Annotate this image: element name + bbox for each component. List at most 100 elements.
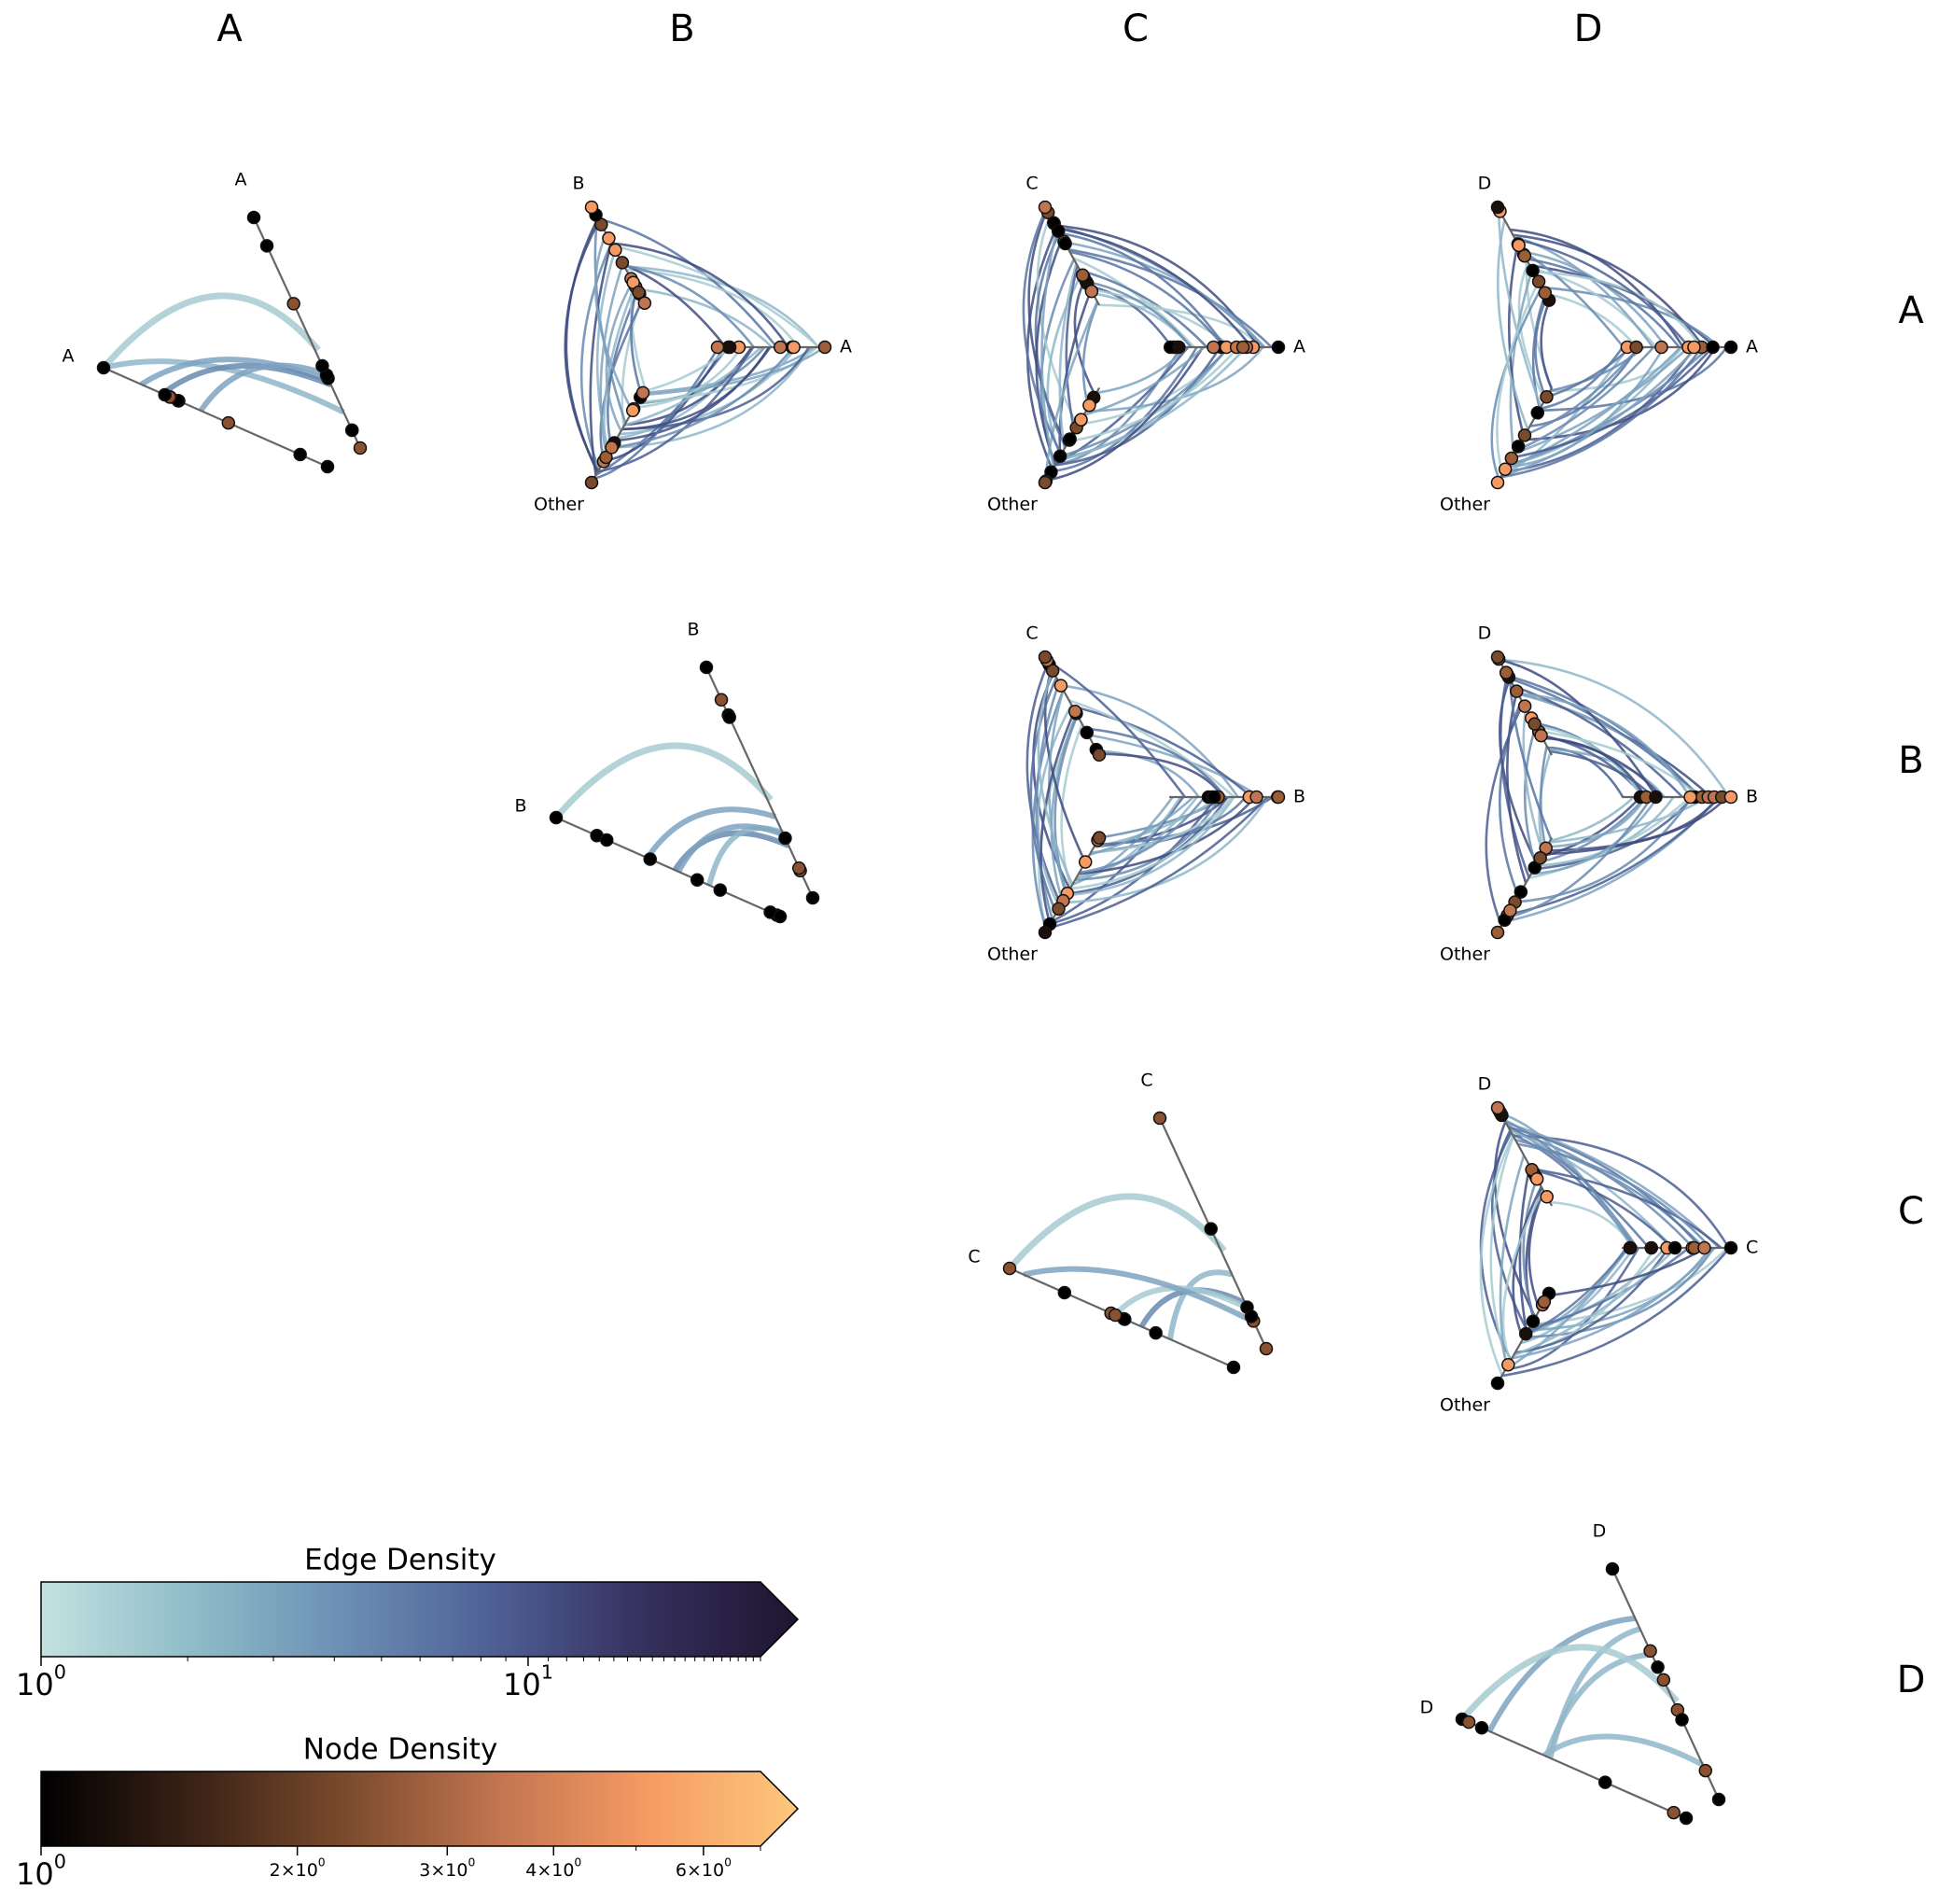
colorbar-tick-label: 100 — [16, 1851, 66, 1892]
edge-curve — [619, 346, 798, 436]
edge-curve — [1547, 1246, 1707, 1297]
node-marker — [1226, 1360, 1241, 1375]
node-marker — [1540, 390, 1554, 404]
edge-curve — [1034, 232, 1067, 448]
axis-label: A — [235, 170, 247, 190]
node-marker — [599, 450, 613, 465]
node-marker — [1538, 286, 1553, 301]
edge-curve — [1088, 285, 1173, 348]
panel-three-axis: D C Other — [1440, 1074, 1758, 1416]
edge-curve — [1505, 346, 1681, 470]
node-marker — [1067, 704, 1082, 719]
node-marker — [608, 243, 622, 258]
edge-curve — [1508, 1126, 1703, 1249]
edge-curve — [605, 280, 635, 432]
axis-line — [1461, 1717, 1687, 1820]
node-marker — [1207, 340, 1221, 355]
node-marker — [1172, 340, 1186, 355]
edge-curve — [1082, 346, 1206, 417]
edge-curve — [1501, 1189, 1544, 1362]
edge-curve — [1066, 796, 1235, 897]
edge-curve — [198, 362, 328, 413]
colorbar-title: Node Density — [303, 1733, 498, 1767]
node-marker — [1109, 1308, 1123, 1323]
edge-curve — [553, 742, 774, 820]
edge-curve — [1500, 346, 1704, 479]
edge-density-colorbar: Edge Density 100 101 — [16, 1544, 800, 1702]
edge-curve — [1068, 699, 1235, 798]
edge-curve — [1525, 1247, 1629, 1336]
row-labels: A B C D — [1897, 289, 1926, 1701]
node-marker — [1654, 340, 1668, 355]
node-marker — [1084, 284, 1099, 299]
edge-curve — [1546, 796, 1647, 848]
panel-three-axis: D A Other — [1440, 174, 1758, 515]
edge-curve — [1496, 280, 1541, 475]
node-marker — [1512, 238, 1526, 253]
panel-triangle: DD — [1420, 1521, 1726, 1826]
edge-curve — [1029, 677, 1058, 914]
edge-curve — [1500, 346, 1698, 478]
edge-curve — [1503, 346, 1696, 474]
node-marker — [792, 861, 806, 875]
panel-three-axis: C B Other — [987, 623, 1305, 965]
edge-curve — [1512, 1186, 1542, 1339]
node-marker — [1597, 1775, 1612, 1789]
edge-curve — [1541, 796, 1728, 856]
node-marker — [773, 909, 788, 924]
edge-curve — [1523, 725, 1538, 866]
node-marker — [774, 340, 788, 355]
edge-curve — [1504, 1247, 1630, 1371]
node-marker — [1249, 790, 1263, 805]
node-marker — [1504, 451, 1519, 466]
edge-curve — [611, 242, 789, 348]
node-marker — [1271, 340, 1286, 355]
edge-curve — [1550, 346, 1683, 393]
edge-curve — [1050, 713, 1078, 903]
node-marker — [778, 831, 792, 846]
axis-line — [1497, 1107, 1554, 1207]
edge-curve — [1517, 692, 1692, 798]
node-marker — [1207, 790, 1221, 805]
column-label: C — [1123, 7, 1149, 50]
edge-curve — [1545, 292, 1638, 348]
node-marker — [1605, 1561, 1620, 1576]
colorbar-body — [40, 1771, 800, 1847]
edge-curve — [1084, 727, 1227, 798]
axis-label: B — [1293, 787, 1305, 807]
edge-curve — [1056, 227, 1253, 348]
edge-curve — [1497, 208, 1542, 408]
edges — [1459, 1615, 1705, 1768]
edges — [1479, 1113, 1731, 1378]
edge-curve — [1509, 679, 1553, 840]
node-marker — [1529, 1171, 1544, 1186]
edge-curve — [1548, 795, 1709, 844]
column-label: B — [669, 7, 694, 50]
edge-curve — [1531, 1168, 1673, 1249]
node-marker — [1667, 1240, 1682, 1255]
edge-curve — [1509, 677, 1701, 798]
node-marker — [1629, 340, 1643, 355]
node-marker — [1051, 224, 1066, 238]
node-marker — [722, 340, 737, 355]
edge-curve — [676, 823, 785, 874]
edge-curve — [1499, 674, 1530, 878]
node-marker — [805, 890, 820, 905]
node-marker — [1533, 850, 1547, 865]
node-marker — [286, 297, 300, 311]
edge-curve — [1524, 346, 1640, 437]
axis-label: Other — [987, 945, 1038, 965]
edge-curve — [1515, 346, 1655, 452]
node-marker — [1530, 406, 1545, 420]
node-marker — [1679, 1811, 1694, 1826]
edge-curve — [1536, 725, 1643, 798]
colorbar-tick-label: 101 — [503, 1661, 553, 1702]
edge-curve — [1065, 265, 1079, 432]
edge-curve — [1549, 749, 1654, 798]
node-marker — [637, 296, 652, 310]
node-marker — [1038, 925, 1053, 940]
edge-curve — [1025, 662, 1063, 905]
node-marker — [1711, 1792, 1726, 1807]
